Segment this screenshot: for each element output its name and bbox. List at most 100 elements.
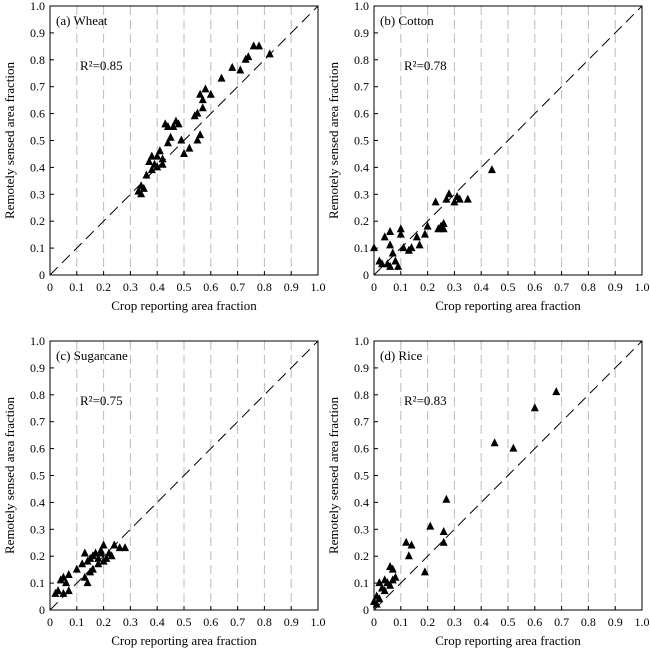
chart-panel-2: 0 0.1 0.2 0.3 0.4 0.5 0.6 0.7 0.8 0.9 1.0 0 0.1 0.2 0.… <box>2 334 326 648</box>
data-point <box>196 89 205 98</box>
data-point <box>142 170 151 179</box>
y-tick-label: 0.2 <box>30 549 45 563</box>
x-tick-label: 0.7 <box>230 280 245 294</box>
data-point <box>391 256 400 265</box>
data-point <box>388 248 397 257</box>
y-tick-label: 1.0 <box>354 0 369 13</box>
data-point <box>102 553 111 562</box>
y-tick-label: 0.8 <box>354 388 369 402</box>
y-axis-label: Remotely sensed area fraction <box>326 396 341 554</box>
panel-title: (b) Cotton <box>380 13 434 28</box>
y-tick-label: 0.6 <box>354 442 369 456</box>
x-tick-label: 0.1 <box>69 280 84 294</box>
y-tick-label: 0 <box>39 603 45 617</box>
data-point <box>378 259 387 268</box>
y-tick-label: 1.0 <box>30 334 45 348</box>
data-point <box>407 243 416 252</box>
data-point <box>64 586 73 595</box>
data-point <box>450 197 459 206</box>
data-point <box>155 146 164 155</box>
y-axis-label: Remotely sensed area fraction <box>2 61 17 219</box>
x-tick-label: 1.0 <box>635 615 650 629</box>
data-point <box>375 594 384 603</box>
x-tick-label: 0.2 <box>420 615 435 629</box>
data-point <box>158 159 167 168</box>
data-point <box>399 243 408 252</box>
data-point <box>412 232 421 241</box>
data-point <box>552 387 561 396</box>
data-point <box>455 194 464 203</box>
y-tick-label: 0.9 <box>30 26 45 40</box>
y-tick-label: 0.3 <box>30 187 45 201</box>
data-point <box>426 521 435 530</box>
data-point <box>487 165 496 174</box>
data-point <box>196 130 205 139</box>
y-tick-label: 0.5 <box>30 469 45 483</box>
data-point <box>177 135 186 144</box>
x-tick-label: 0.3 <box>123 280 138 294</box>
y-tick-label: 0 <box>363 603 369 617</box>
y-tick-label: 0.1 <box>354 576 369 590</box>
y-tick-label: 0.6 <box>30 107 45 121</box>
y-tick-label: 0.8 <box>30 388 45 402</box>
x-tick-label: 0.9 <box>608 280 623 294</box>
data-point <box>145 157 154 166</box>
reference-line <box>373 5 643 276</box>
x-tick-label: 0.3 <box>123 615 138 629</box>
r-squared-annotation: R²=0.75 <box>80 393 123 408</box>
data-point <box>372 599 381 608</box>
data-point <box>166 132 175 141</box>
data-point <box>249 41 258 50</box>
y-tick-label: 0.9 <box>354 26 369 40</box>
data-point <box>255 41 264 50</box>
data-point <box>78 559 87 568</box>
x-tick-label: 0.8 <box>581 615 596 629</box>
panel-title: (d) Rice <box>380 348 422 363</box>
data-point <box>386 261 395 270</box>
x-tick-label: 0.4 <box>474 615 489 629</box>
data-point <box>388 564 397 573</box>
data-point <box>163 122 172 131</box>
y-tick-label: 0.8 <box>30 53 45 67</box>
x-tick-label: 0.1 <box>69 615 84 629</box>
r-squared-annotation: R²=0.78 <box>404 58 447 73</box>
x-axis-label: Crop reporting area fraction <box>435 298 581 313</box>
r-squared-annotation: R²=0.85 <box>80 58 123 73</box>
y-tick-label: 0.5 <box>30 134 45 148</box>
data-point <box>201 84 210 93</box>
data-point <box>193 135 202 144</box>
y-tick-label: 0.7 <box>30 415 45 429</box>
x-tick-label: 1.0 <box>635 280 650 294</box>
data-point <box>158 154 167 163</box>
y-tick-label: 0.4 <box>354 160 369 174</box>
data-point <box>228 62 237 71</box>
data-point <box>407 540 416 549</box>
x-axis-label: Crop reporting area fraction <box>111 633 257 648</box>
x-tick-label: 0 <box>47 280 53 294</box>
data-point <box>153 162 162 171</box>
x-tick-label: 0.2 <box>96 615 111 629</box>
data-point <box>96 548 105 557</box>
data-point <box>391 572 400 581</box>
data-point <box>386 240 395 249</box>
y-tick-label: 0.2 <box>30 214 45 228</box>
data-point <box>404 551 413 560</box>
data-point <box>442 194 451 203</box>
data-point <box>64 570 73 579</box>
data-point <box>180 148 188 157</box>
data-point <box>62 578 71 587</box>
x-tick-label: 0.8 <box>581 280 596 294</box>
chart-panel-1: 0 0.1 0.2 0.3 0.4 0.5 0.6 0.7 0.8 0.9 1.0 0 0.1 0.2 0.… <box>326 0 650 313</box>
y-tick-label: 0.2 <box>354 214 369 228</box>
data-point <box>174 119 183 128</box>
data-point <box>431 197 440 206</box>
y-tick-label: 0 <box>363 268 369 282</box>
data-point <box>185 143 194 152</box>
y-tick-label: 0.4 <box>30 160 45 174</box>
data-point <box>59 572 68 581</box>
x-tick-label: 0.1 <box>393 615 408 629</box>
x-tick-label: 0.8 <box>257 615 272 629</box>
panel-title: (c) Sugarcane <box>56 348 128 363</box>
x-tick-label: 0.4 <box>150 615 165 629</box>
chart-panel-3: 0 0.1 0.2 0.3 0.4 0.5 0.6 0.7 0.8 0.9 1.0 0 0.1 0.2 0.… <box>326 334 650 648</box>
